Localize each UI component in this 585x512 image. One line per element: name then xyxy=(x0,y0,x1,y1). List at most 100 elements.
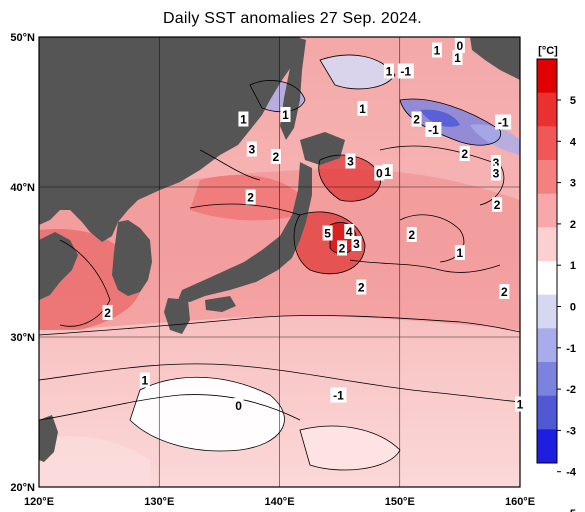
colorbar-tick-label: 1 xyxy=(570,260,576,272)
korea-peninsula xyxy=(112,220,152,296)
shikoku xyxy=(205,296,236,312)
contour-label-box xyxy=(406,227,417,242)
colorbar-swatch xyxy=(537,429,557,464)
contour-label-box xyxy=(454,38,465,53)
contour-label-box xyxy=(280,107,291,122)
contour-label: 2 xyxy=(273,150,280,164)
contour-label-box xyxy=(246,141,257,157)
contour-label-box xyxy=(432,42,443,58)
contour-label-box xyxy=(490,155,501,170)
lon-tick-label: 120°E xyxy=(24,496,54,508)
contour-label-box xyxy=(233,398,244,413)
contour-label-box xyxy=(397,63,414,79)
contour-label-box xyxy=(411,111,422,127)
contour-label: 1 xyxy=(240,113,247,127)
longitude-ticks: 120°E 130°E 140°E 150°E 160°E xyxy=(24,496,535,508)
colorbar-swatch xyxy=(537,362,557,397)
contour-label: 1 xyxy=(457,246,464,260)
contour-label-box xyxy=(351,236,362,251)
colorbar-tick-label: 3 xyxy=(570,178,576,190)
contour-label-box xyxy=(495,114,512,130)
contour-label-box xyxy=(102,305,113,320)
colorbar-swatches xyxy=(537,59,557,464)
contour-label-box xyxy=(356,279,367,295)
contour-label: -1 xyxy=(333,389,344,403)
contour-label-box xyxy=(322,225,333,241)
contour-label: -1 xyxy=(498,116,509,130)
contour-label: -1 xyxy=(400,65,411,79)
contour-label: 2 xyxy=(104,306,111,320)
contour-label: 2 xyxy=(461,147,468,161)
contour-label: 3 xyxy=(248,143,255,157)
lon-tick-label: 160°E xyxy=(505,496,535,508)
colorbar-tick-label: 0 xyxy=(570,302,576,314)
contour-label-box xyxy=(425,122,442,137)
colorbar-swatch xyxy=(537,227,557,262)
contour-label-box xyxy=(270,149,281,164)
colorbar-swatch xyxy=(537,126,557,161)
colorbar-swatch xyxy=(537,294,557,329)
contour-label: -1 xyxy=(428,123,439,137)
colorbar-tick-label: -4 xyxy=(566,467,577,479)
contour-label-box xyxy=(238,111,249,127)
colorbar-tick-label: 4 xyxy=(570,136,577,148)
colorbar-swatch xyxy=(537,160,557,195)
colorbar-tick-label: -3 xyxy=(566,425,576,437)
contour-label: 1 xyxy=(141,374,148,388)
contour-label: 2 xyxy=(408,228,415,242)
contour-label: 1 xyxy=(386,65,393,79)
colorbar-swatch xyxy=(537,328,557,363)
contour-label: 0 xyxy=(376,167,383,181)
colorbar-tick-label: -1 xyxy=(566,343,576,355)
contour-label: 3 xyxy=(493,156,500,170)
asia-mainland xyxy=(39,37,300,242)
colorbar-swatch xyxy=(537,193,557,228)
colorbar-swatch xyxy=(537,92,557,127)
colorbar-tick-label: 5 xyxy=(570,95,576,107)
lat-tick-label: 40°N xyxy=(10,182,35,194)
contour-label-box xyxy=(344,224,355,239)
colorbar-unit: [°C] xyxy=(538,45,558,57)
contour-label: 2 xyxy=(247,191,254,205)
contour-label-box xyxy=(345,153,356,169)
colorbar-tick-label: -2 xyxy=(566,384,576,396)
colorbar-tick-label: 2 xyxy=(570,219,576,231)
contour-label-box xyxy=(374,165,385,181)
contour-label-box xyxy=(454,245,465,260)
contour-label-box xyxy=(245,189,256,205)
contour-label: 3 xyxy=(493,167,500,181)
contour-label: 3 xyxy=(353,237,360,251)
contour-label-box xyxy=(492,197,503,212)
lat-tick-label: 30°N xyxy=(10,332,35,344)
contour-label: 3 xyxy=(347,155,354,169)
contour-label: 2 xyxy=(339,242,346,256)
honshu xyxy=(178,162,312,302)
plot-frame xyxy=(38,36,521,488)
contour-label: 1 xyxy=(384,165,391,179)
contour-label-box xyxy=(499,284,510,299)
contour-label: 1 xyxy=(282,108,289,122)
contour-label: 1 xyxy=(359,102,366,116)
contour-label: 2 xyxy=(413,113,420,127)
contour-label-box xyxy=(139,372,150,388)
contour-label-box xyxy=(330,387,347,403)
contour-label: 0 xyxy=(235,399,242,413)
map-title: Daily SST anomalies 27 Sep. 2024. xyxy=(163,10,422,27)
contour-lines xyxy=(39,54,520,471)
contour-label: 2 xyxy=(501,285,508,299)
lat-tick-label: 50°N xyxy=(10,32,35,44)
contour-label: 1 xyxy=(454,51,461,65)
hokkaido xyxy=(300,132,345,165)
contour-label-box xyxy=(515,396,525,412)
colorbar-swatch xyxy=(537,59,557,94)
colorbar-tick-label: -5 xyxy=(566,508,576,512)
lat-tick-label: 20°N xyxy=(10,482,35,494)
contour-label: 1 xyxy=(517,398,524,412)
kamchatka xyxy=(470,37,520,80)
contour-label-box xyxy=(382,164,393,179)
contour-label-box xyxy=(452,50,463,65)
latitude-ticks: 20°N 30°N 40°N 50°N xyxy=(10,32,35,494)
colorbar-ticks: 5 4 3 2 1 0 -1 -2 -3 -4 -5 xyxy=(557,95,577,512)
contour-label: 1 xyxy=(434,44,441,58)
contour-label: 2 xyxy=(358,281,365,295)
